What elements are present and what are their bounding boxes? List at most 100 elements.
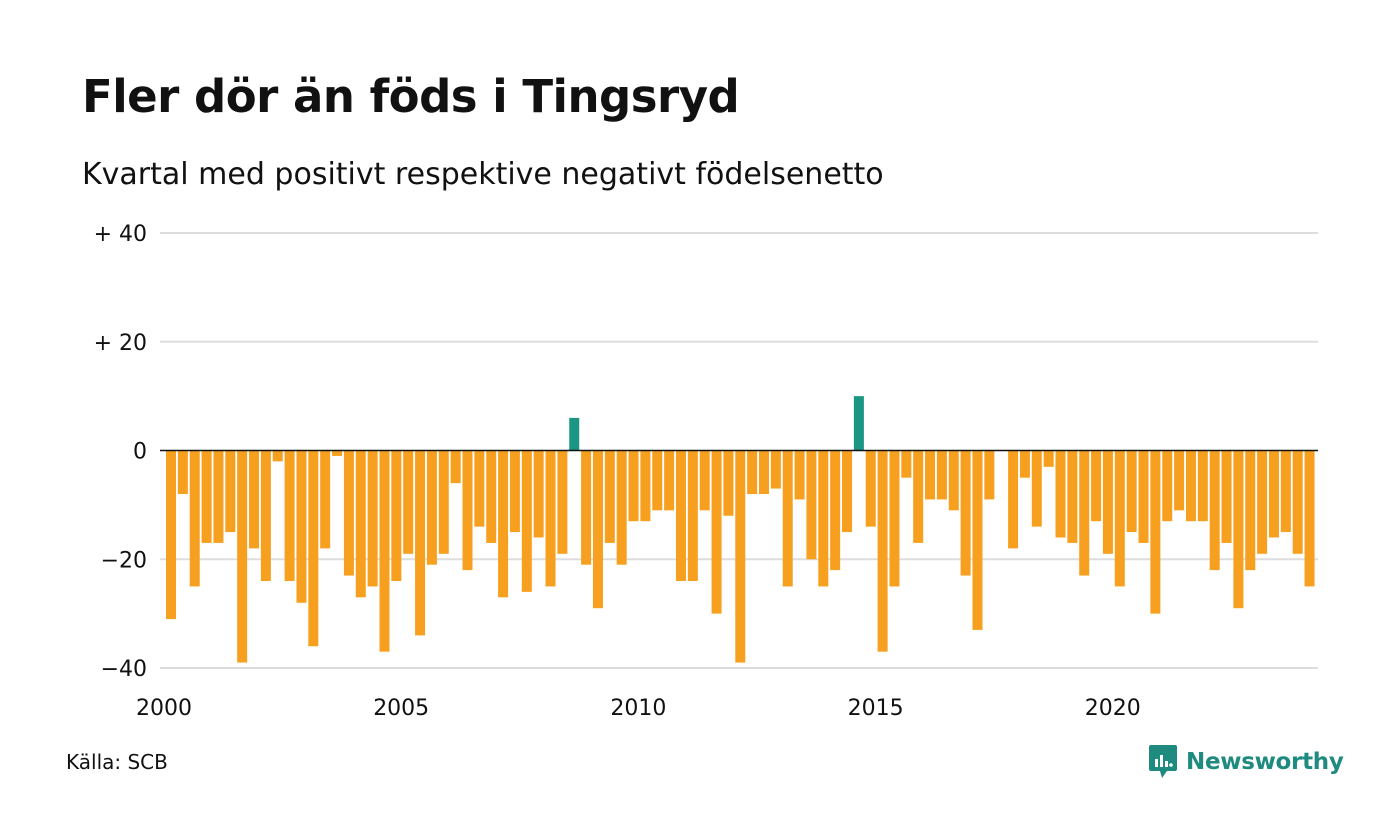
bar (842, 450, 853, 533)
bar (569, 417, 580, 451)
y-tick-label: + 20 (94, 331, 147, 356)
bar (1150, 450, 1161, 614)
bar (474, 450, 485, 527)
x-tick-label: 2000 (136, 696, 192, 720)
bar (652, 450, 663, 511)
bar (735, 450, 746, 663)
bar (723, 450, 734, 516)
bar (521, 450, 532, 592)
bar (770, 450, 781, 489)
bar (450, 450, 461, 484)
bar (296, 450, 307, 603)
bar (984, 450, 995, 500)
bar (818, 450, 829, 587)
bar (936, 450, 947, 500)
bar (533, 450, 544, 538)
bar (1174, 450, 1185, 511)
bar (1162, 450, 1173, 522)
x-axis-ticks: 2000 2005 2010 2015 2020 (136, 696, 1141, 720)
bar (177, 450, 188, 494)
bar (1091, 450, 1102, 522)
bar (1126, 450, 1137, 533)
brand-logo: Newsworthy (1148, 744, 1344, 780)
bar (794, 450, 805, 500)
bar (581, 450, 592, 565)
bar (1245, 450, 1256, 571)
y-tick-label: −40 (101, 657, 147, 682)
x-tick-label: 2015 (848, 696, 904, 720)
bar (557, 450, 568, 554)
bar (249, 450, 260, 549)
bar (272, 450, 283, 462)
bar (284, 450, 295, 581)
source-note: Källa: SCB (66, 750, 168, 774)
bar (1031, 450, 1042, 527)
bar (889, 450, 900, 587)
bar (1304, 450, 1315, 587)
bar (759, 450, 769, 494)
newsworthy-logo-icon (1149, 745, 1177, 778)
bar (1067, 450, 1078, 543)
bar (948, 450, 959, 511)
bar (1268, 450, 1279, 538)
y-tick-label: + 40 (94, 222, 147, 247)
bar (1019, 450, 1030, 478)
bar (1257, 450, 1268, 554)
bar (1043, 450, 1054, 467)
bar (1114, 450, 1125, 587)
bar (640, 450, 651, 522)
bar (166, 450, 176, 620)
bar (830, 450, 841, 571)
bar (1102, 450, 1113, 554)
bar (426, 450, 437, 565)
bar (260, 450, 271, 581)
bar (592, 450, 603, 609)
bar (415, 450, 426, 636)
bar (972, 450, 983, 630)
bar (320, 450, 331, 549)
chart-subtitle: Kvartal med positivt respektive negativt… (82, 157, 884, 192)
bar (865, 450, 876, 527)
bar (403, 450, 414, 554)
bar (877, 450, 888, 652)
bar-chart: + 40 + 20 0 −20 −40 2000 2005 2010 2015 2020 (94, 222, 1318, 720)
bar (1079, 450, 1090, 576)
bar (225, 450, 236, 533)
bar (201, 450, 212, 543)
bar (711, 450, 722, 614)
x-tick-label: 2020 (1085, 696, 1141, 720)
bar (1055, 450, 1066, 538)
bars (166, 396, 1315, 663)
bar (913, 450, 924, 543)
bar (1185, 450, 1196, 522)
bar (806, 450, 817, 560)
bar (1233, 450, 1244, 609)
bar (308, 450, 319, 647)
bar (343, 450, 354, 576)
bar (438, 450, 449, 554)
bar (699, 450, 710, 511)
bar (853, 396, 864, 451)
brand-name: Newsworthy (1186, 749, 1344, 775)
chart-title: Fler dör än föds i Tingsryd (82, 70, 740, 123)
x-tick-label: 2010 (610, 696, 666, 720)
bar (604, 450, 615, 543)
bar (367, 450, 378, 587)
y-axis-ticks: + 40 + 20 0 −20 −40 (94, 222, 147, 682)
bar (545, 450, 556, 587)
y-tick-label: −20 (101, 548, 147, 573)
bar (213, 450, 224, 543)
bar (237, 450, 248, 663)
x-tick-label: 2005 (373, 696, 429, 720)
bar (509, 450, 520, 533)
bar (925, 450, 936, 500)
bar (1008, 450, 1019, 549)
bar (498, 450, 509, 598)
bar (462, 450, 473, 571)
bar (687, 450, 698, 581)
bar (747, 450, 758, 494)
bar (664, 450, 675, 511)
bar (355, 450, 366, 598)
bar (1209, 450, 1220, 571)
bar (782, 450, 793, 587)
